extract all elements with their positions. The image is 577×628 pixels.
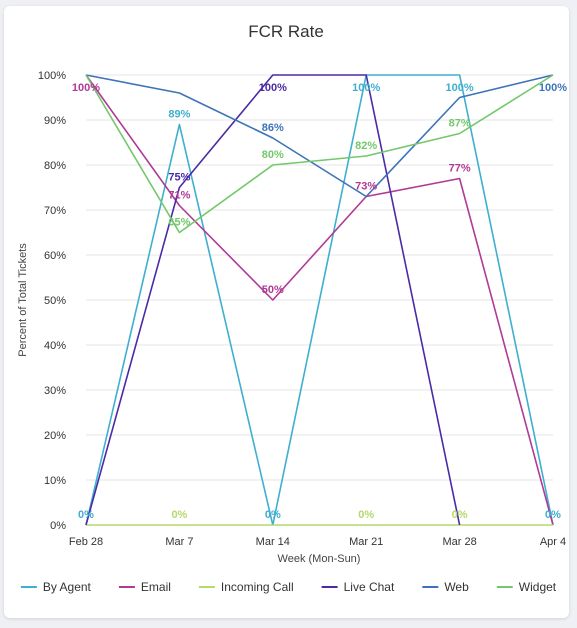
- data-labels: 0% 89% 0% 100% 100% 0% 100% 71% 50% 73% 77% 0% 0% 0% 7…: [72, 82, 567, 521]
- data-label: 100%: [539, 82, 567, 94]
- data-label: 50%: [262, 284, 284, 296]
- legend-label: Live Chat: [344, 580, 395, 594]
- x-tick-label: Mar 7: [165, 536, 193, 548]
- data-label: 87%: [449, 118, 471, 130]
- legend-item[interactable]: By Agent: [20, 580, 92, 594]
- y-tick-label: 10%: [44, 475, 66, 487]
- data-label: 89%: [168, 109, 190, 121]
- data-label: 0%: [358, 509, 374, 521]
- y-tick-label: 100%: [38, 70, 66, 82]
- x-tick-label: Feb 28: [69, 536, 103, 548]
- legend-label: Widget: [519, 580, 557, 594]
- data-label: 71%: [168, 190, 190, 202]
- y-axis-ticks: 0% 10% 20% 30% 40% 50% 60% 70% 80% 90% 100%: [38, 70, 66, 532]
- legend[interactable]: By Agent Email Incoming Call Live Chat Web Wi…: [20, 580, 557, 594]
- y-tick-label: 40%: [44, 340, 66, 352]
- series-line: [85, 74, 554, 198]
- chart-title: FCR Rate: [248, 22, 324, 41]
- legend-label: Web: [444, 580, 469, 594]
- legend-item[interactable]: Live Chat: [321, 580, 395, 594]
- x-tick-label: Apr 4: [540, 536, 566, 548]
- data-label: 100%: [72, 82, 100, 94]
- data-label: 82%: [355, 140, 377, 152]
- series-line: [85, 74, 554, 526]
- data-label: 75%: [168, 172, 190, 184]
- x-tick-label: Mar 14: [256, 536, 290, 548]
- chart-card: [4, 6, 569, 618]
- series-line: [85, 74, 554, 234]
- series-line: [85, 74, 461, 526]
- data-label: 0%: [265, 509, 281, 521]
- y-tick-label: 0%: [50, 520, 66, 532]
- data-label: 0%: [78, 509, 94, 521]
- data-label: 0%: [545, 509, 561, 521]
- data-label: 73%: [355, 181, 377, 193]
- data-label: 86%: [262, 122, 284, 134]
- y-tick-label: 90%: [44, 115, 66, 127]
- series-lines: [85, 74, 554, 526]
- series-line: [85, 74, 554, 526]
- y-tick-label: 80%: [44, 160, 66, 172]
- legend-label: Email: [141, 580, 171, 594]
- data-label: 100%: [352, 82, 380, 94]
- data-label: 80%: [262, 149, 284, 161]
- y-axis-title: Percent of Total Tickets: [17, 243, 29, 357]
- y-tick-label: 70%: [44, 205, 66, 217]
- y-tick-label: 60%: [44, 250, 66, 262]
- data-label: 77%: [449, 163, 471, 175]
- legend-item[interactable]: Widget: [496, 580, 557, 594]
- data-label: 0%: [171, 509, 187, 521]
- x-tick-label: Mar 28: [442, 536, 476, 548]
- legend-label: By Agent: [43, 580, 92, 594]
- y-tick-label: 20%: [44, 430, 66, 442]
- y-tick-label: 50%: [44, 295, 66, 307]
- legend-label: Incoming Call: [221, 580, 294, 594]
- data-label: 100%: [446, 82, 474, 94]
- x-tick-label: Mar 21: [349, 536, 383, 548]
- x-axis-ticks: Feb 28 Mar 7 Mar 14 Mar 21 Mar 28 Apr 4: [69, 536, 566, 548]
- data-label: 65%: [168, 217, 190, 229]
- x-axis-title: Week (Mon-Sun): [278, 553, 361, 565]
- legend-item[interactable]: Email: [118, 580, 171, 594]
- legend-item[interactable]: Web: [422, 580, 469, 594]
- y-tick-label: 30%: [44, 385, 66, 397]
- legend-item[interactable]: Incoming Call: [198, 580, 294, 594]
- data-label: 0%: [452, 509, 468, 521]
- data-label: 100%: [259, 82, 287, 94]
